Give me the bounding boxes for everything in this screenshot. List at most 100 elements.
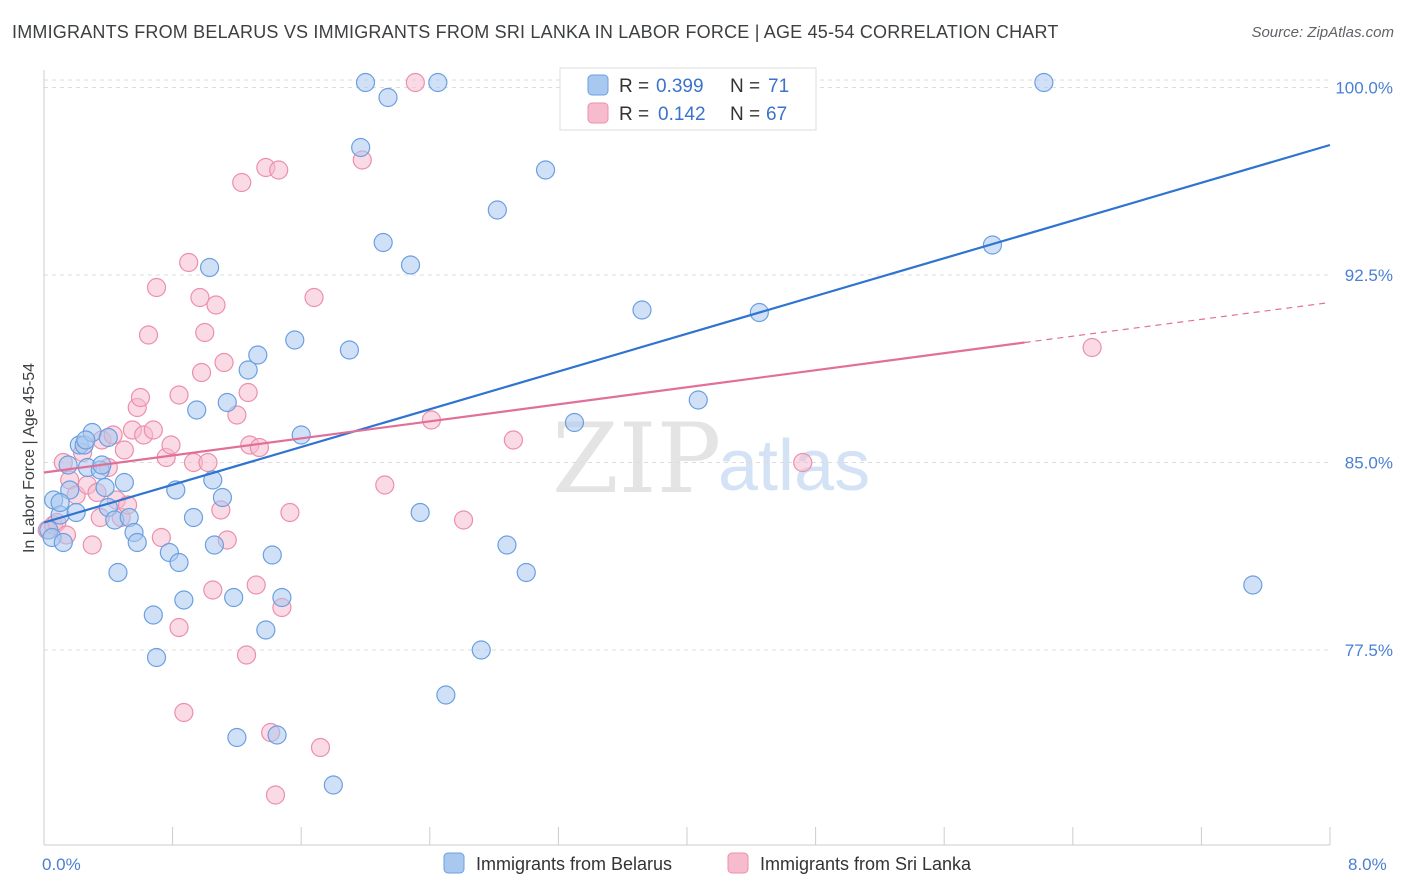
belarus-point [516, 562, 536, 583]
srilanka-point [169, 385, 189, 405]
srilanka-point [161, 435, 181, 455]
srilanka-point [265, 785, 286, 805]
srilanka-point [304, 287, 324, 308]
srilanka-point [114, 440, 134, 460]
belarus-point [224, 587, 244, 608]
x-tick-label-min: 0.0% [42, 855, 81, 874]
belarus-trend-line [43, 143, 1331, 524]
srilanka-point [174, 702, 194, 723]
belarus-point [217, 392, 237, 413]
belarus-point [1243, 575, 1263, 595]
srilanka-point [793, 452, 813, 473]
y-tick-label: 85.0% [1345, 454, 1393, 473]
belarus-point [76, 430, 96, 450]
belarus-point [400, 255, 421, 275]
belarus-point [143, 605, 163, 625]
srilanka-trend-line [43, 341, 1025, 474]
belarus-point [535, 160, 556, 180]
legend-r-value-srilanka: 0.142 [658, 104, 706, 125]
belarus-point [248, 345, 268, 365]
legend-n-value-belarus: 71 [768, 76, 789, 97]
belarus-point [203, 470, 223, 490]
srilanka-point [138, 325, 159, 345]
bottom-legend-swatch-belarus [443, 852, 465, 874]
belarus-point [564, 412, 585, 433]
srilanka-point [179, 252, 199, 273]
bottom-legend-label-srilanka: Immigrants from Sri Lanka [760, 854, 972, 874]
gridlines [44, 79, 1330, 651]
y-tick-label: 77.5% [1345, 641, 1393, 660]
belarus-point [291, 425, 311, 445]
srilanka-point [1082, 337, 1102, 358]
belarus-point [114, 472, 134, 493]
srilanka-point [191, 362, 212, 383]
belarus-point [351, 137, 371, 158]
belarus-point [428, 72, 448, 93]
x-tick-label-max: 8.0% [1348, 855, 1387, 874]
belarus-point [199, 257, 220, 278]
source-note: Source: ZipAtlas.com [1251, 24, 1394, 41]
belarus-point [1034, 72, 1054, 93]
belarus-point [632, 300, 652, 320]
legend-r-value-belarus: 0.399 [656, 76, 704, 97]
srilanka-points [37, 72, 1102, 805]
srilanka-point [169, 617, 189, 638]
srilanka-point [203, 580, 223, 600]
belarus-point [204, 535, 224, 555]
srilanka-point [198, 452, 218, 473]
belarus-point [256, 620, 276, 640]
srilanka-point [146, 277, 167, 298]
belarus-point [497, 535, 517, 555]
srilanka-point [503, 430, 523, 450]
belarus-point [98, 427, 118, 448]
belarus-point [688, 390, 708, 410]
srilanka-point [82, 535, 102, 555]
belarus-point [53, 532, 73, 553]
legend-r-label-belarus: R = [619, 76, 649, 97]
srilanka-point [214, 352, 234, 373]
legend-r-label-srilanka: R = [619, 104, 649, 125]
belarus-point [238, 360, 258, 380]
srilanka-point [195, 322, 215, 343]
bottom-legend: Immigrants from Belarus Immigrants from … [443, 852, 972, 874]
chart-title: IMMIGRANTS FROM BELARUS VS IMMIGRANTS FR… [12, 22, 1059, 42]
bottom-legend-swatch-srilanka [727, 852, 749, 874]
srilanka-point [190, 287, 210, 308]
y-tick-label: 92.5% [1345, 266, 1393, 285]
y-axis-label: In Labor Force | Age 45-54 [21, 363, 38, 553]
trend-lines [43, 143, 1331, 524]
srilanka-trend-extension [1024, 301, 1331, 344]
srilanka-point [236, 645, 257, 665]
belarus-point [262, 545, 282, 565]
srilanka-point [151, 527, 171, 548]
belarus-point [183, 507, 204, 528]
belarus-point [285, 330, 305, 350]
belarus-point [323, 775, 343, 795]
srilanka-point [130, 387, 151, 408]
srilanka-point [249, 437, 270, 458]
srilanka-point [375, 475, 395, 495]
belarus-point [373, 232, 393, 253]
srilanka-point [246, 575, 266, 595]
belarus-point [169, 552, 189, 573]
srilanka-point [453, 510, 474, 530]
belarus-point [108, 562, 128, 583]
legend-swatch-srilanka [587, 102, 609, 124]
x-ticks [43, 827, 1331, 845]
srilanka-point [206, 295, 226, 315]
belarus-point [436, 685, 456, 705]
belarus-point [410, 502, 430, 523]
belarus-point [212, 487, 233, 508]
belarus-points [39, 72, 1263, 795]
legend-n-label-belarus: N = [730, 76, 760, 97]
belarus-point [339, 340, 360, 360]
srilanka-point [280, 502, 300, 523]
srilanka-point [238, 382, 258, 403]
belarus-point [187, 400, 207, 420]
y-tick-labels: 77.5% 85.0% 92.5% 100.0% [1335, 79, 1393, 661]
bottom-legend-label-belarus: Immigrants from Belarus [476, 854, 672, 874]
legend-n-value-srilanka: 67 [766, 104, 787, 125]
belarus-point [272, 587, 292, 608]
srilanka-point [405, 72, 425, 93]
